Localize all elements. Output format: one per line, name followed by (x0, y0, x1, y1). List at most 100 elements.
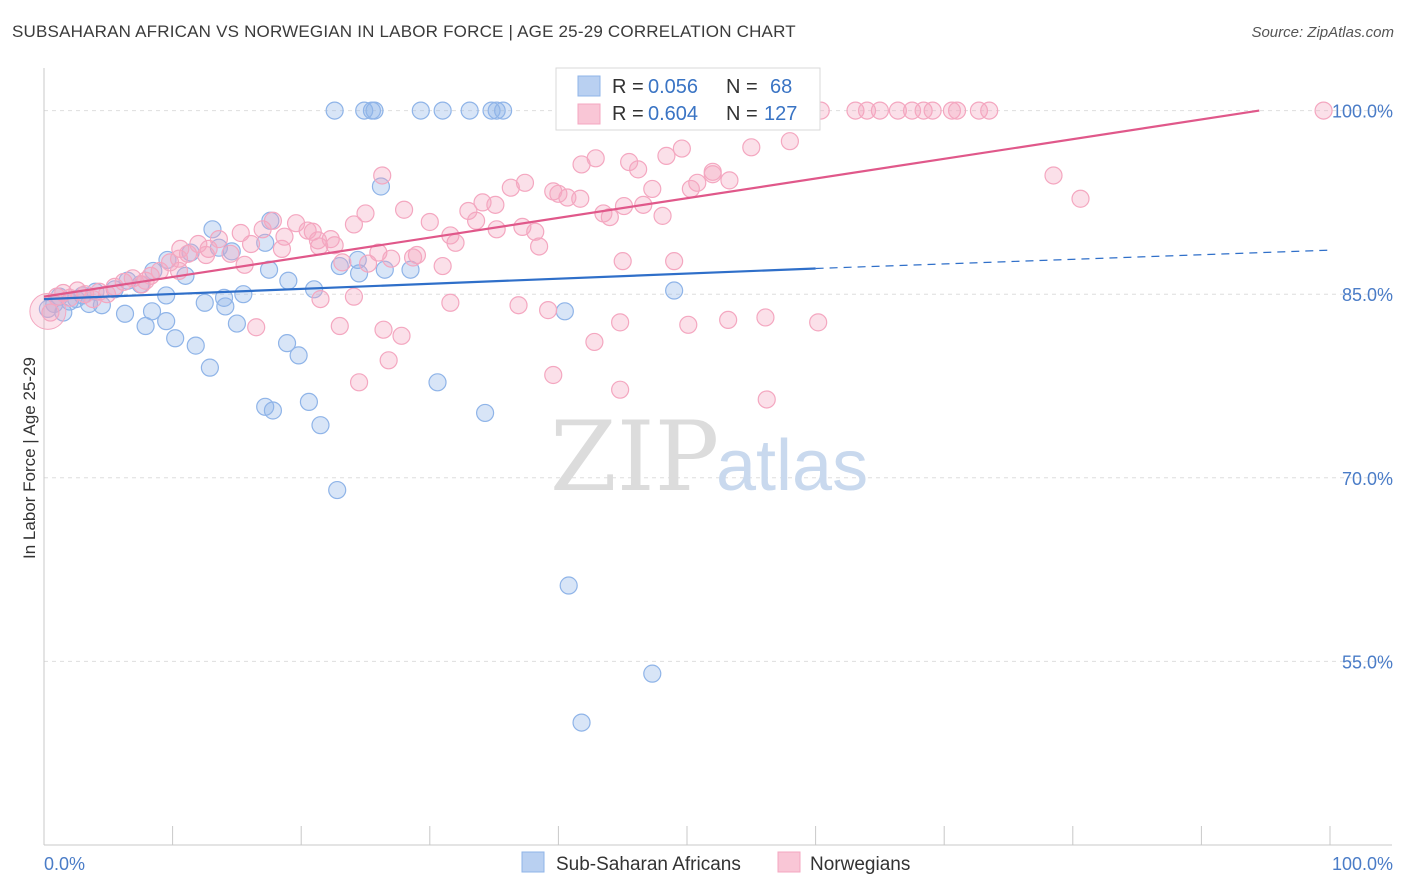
data-point (227, 314, 246, 333)
data-point (539, 301, 558, 320)
data-point (679, 315, 698, 334)
data-point (330, 316, 349, 336)
data-point (379, 351, 398, 370)
watermark-atlas: atlas (716, 426, 868, 506)
data-point (665, 281, 684, 300)
data-point (171, 239, 190, 259)
data-point (585, 332, 604, 352)
data-point (494, 101, 513, 120)
data-point (289, 346, 308, 365)
data-point (433, 256, 452, 276)
data-point (392, 326, 411, 345)
data-point (611, 380, 630, 399)
legend-r-value-2: 0.604 (648, 103, 698, 125)
data-point (356, 204, 375, 223)
data-point (166, 329, 185, 348)
data-point (433, 101, 452, 120)
data-point (200, 358, 219, 377)
data-point (375, 260, 394, 279)
data-point (969, 101, 989, 120)
data-point (241, 234, 261, 254)
data-point (221, 244, 240, 263)
data-point (365, 101, 384, 120)
bottom-legend: Sub-Saharan Africans Norwegians (521, 851, 910, 875)
data-point (742, 138, 761, 157)
data-point (1071, 189, 1090, 208)
data-point (611, 313, 630, 332)
data-point (114, 272, 133, 292)
trend-lines (43, 109, 1331, 301)
data-point (277, 334, 297, 353)
data-point (355, 101, 374, 120)
data-point (486, 195, 505, 214)
legend-r-label-1: R = (612, 76, 644, 98)
data-point (586, 149, 605, 168)
data-point (256, 233, 275, 252)
data-point (186, 336, 205, 355)
data-point (653, 206, 672, 225)
data-point (344, 215, 364, 234)
data-point (526, 222, 545, 241)
bottom-legend-swatch-blue (521, 851, 545, 873)
data-point (923, 101, 942, 120)
data-point (157, 312, 176, 331)
legend-swatch-blue (577, 75, 601, 97)
trend-line (43, 267, 816, 301)
data-point (263, 401, 283, 420)
data-point (460, 101, 479, 120)
data-point (411, 101, 430, 120)
data-point (308, 231, 328, 250)
data-point (549, 184, 568, 203)
watermark-zip: ZIP (550, 401, 719, 513)
data-point (428, 373, 447, 392)
data-point (420, 212, 439, 232)
data-point (358, 254, 378, 273)
legend-swatch-pink (577, 103, 601, 125)
data-point (1044, 166, 1063, 185)
tick-labels: 100.0% 85.0% 70.0% 55.0% 0.0% 100.0% (44, 102, 1393, 874)
data-point (209, 230, 228, 249)
data-point (394, 200, 414, 219)
data-point-cluster (29, 292, 67, 330)
data-point (515, 173, 535, 192)
data-point (382, 249, 401, 268)
data-point (870, 101, 890, 120)
data-point (487, 101, 506, 120)
data-point (299, 392, 319, 412)
data-point (643, 664, 662, 683)
data-point (594, 204, 613, 223)
data-point (780, 132, 799, 151)
data-point (311, 416, 330, 435)
data-point (665, 252, 684, 271)
y-tick-label: 55.0% (1342, 652, 1393, 672)
legend-box: R = 0.056 N = 68 R = 0.604 N = 127 (555, 67, 821, 131)
legend-n-label-1: N = (726, 76, 758, 98)
data-point (571, 189, 590, 208)
data-point (544, 365, 563, 385)
data-point (333, 253, 352, 272)
y-tick-label: 70.0% (1342, 469, 1393, 489)
data-point (980, 101, 999, 120)
data-point (719, 310, 738, 330)
data-point (657, 146, 676, 165)
data-point (97, 285, 117, 304)
y-tick-label: 85.0% (1342, 285, 1393, 305)
data-point (83, 289, 102, 309)
bottom-legend-label-blue: Sub-Saharan Africans (556, 854, 741, 875)
data-point (459, 201, 478, 221)
data-point (572, 713, 591, 732)
data-point (263, 211, 283, 230)
data-point (620, 152, 639, 172)
data-point (203, 220, 222, 239)
data-point (530, 237, 549, 256)
data-point (403, 248, 423, 267)
bottom-legend-swatch-pink (777, 851, 801, 873)
data-point (325, 236, 344, 255)
chart-title: SUBSAHARAN AFRICAN VS NORWEGIAN IN LABOR… (12, 22, 796, 41)
x-tick-label: 100.0% (1332, 854, 1393, 874)
data-point (559, 576, 578, 595)
data-point (328, 480, 347, 500)
legend-n-value-1: 68 (770, 76, 792, 98)
legend-r-value-1: 0.056 (648, 76, 698, 98)
